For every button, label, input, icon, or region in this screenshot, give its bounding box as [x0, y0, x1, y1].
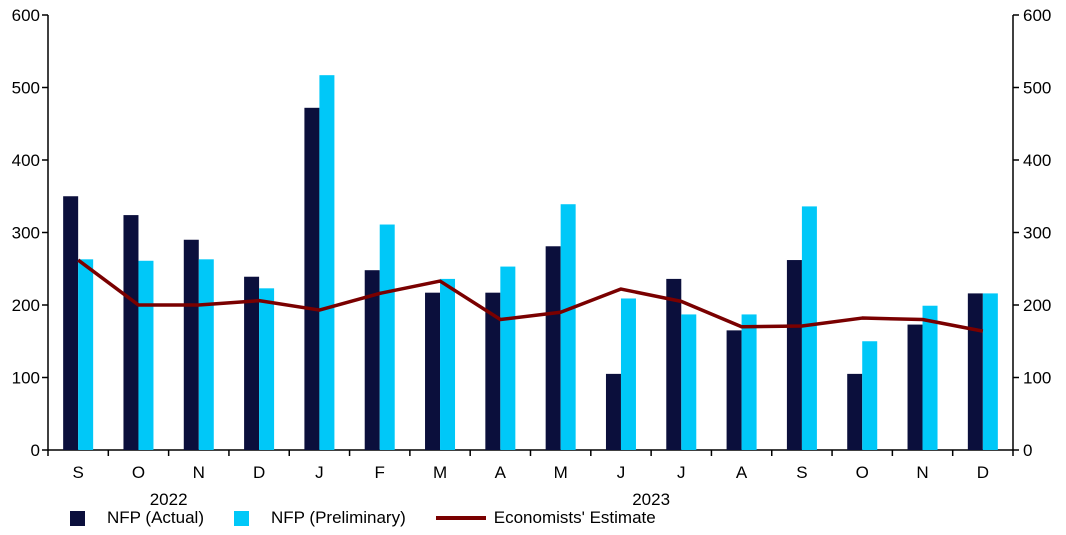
bar-actual	[244, 276, 260, 450]
bar-preliminary	[922, 305, 938, 450]
bar-actual	[786, 260, 802, 450]
y-tick-label-right: 600	[1023, 6, 1051, 25]
y-tick-label-left: 600	[12, 6, 40, 25]
y-tick-label-left: 200	[12, 296, 40, 315]
y-tick-label-right: 200	[1023, 296, 1051, 315]
bar-actual	[847, 373, 863, 450]
bar-preliminary	[319, 75, 335, 451]
bar-preliminary	[259, 288, 275, 450]
x-tick-label: J	[677, 463, 686, 482]
bar-actual	[63, 196, 79, 450]
bar-actual	[304, 107, 320, 451]
bar-actual	[425, 292, 441, 450]
legend: NFP (Actual) NFP (Preliminary) Economist…	[70, 508, 686, 528]
bar-preliminary	[741, 314, 757, 450]
x-tick-label: J	[315, 463, 324, 482]
bar-actual	[123, 215, 139, 450]
line-estimate	[77, 258, 984, 333]
bar-preliminary	[78, 259, 94, 450]
bar-preliminary	[138, 260, 154, 450]
chart-canvas: 0 0 100 100 200 200 300 300 400 400 500 500 600 600 S O…	[12, 6, 1052, 505]
x-tick-label: D	[977, 463, 989, 482]
x-tick-label: M	[554, 463, 568, 482]
x-tick-label: A	[736, 463, 748, 482]
legend-item-preliminary: NFP (Preliminary)	[234, 508, 406, 528]
bar-preliminary	[379, 224, 395, 450]
bar-preliminary	[801, 206, 817, 450]
legend-label-actual: NFP (Actual)	[107, 508, 204, 527]
x-tick-label: S	[796, 463, 807, 482]
bar-preliminary	[500, 266, 516, 450]
legend-swatch-estimate	[435, 516, 486, 520]
bar-preliminary	[681, 314, 697, 450]
labels: 0 0 100 100 200 200 300 300 400 400 500 500 600 600 S O…	[12, 6, 1052, 505]
x-tick-label: M	[433, 463, 447, 482]
bar-actual	[666, 278, 682, 450]
bar-preliminary	[862, 341, 878, 450]
y-tick-label-left: 300	[12, 224, 40, 243]
bar-preliminary	[560, 204, 576, 450]
bar-preliminary	[198, 259, 214, 450]
x-tick-label: D	[253, 463, 265, 482]
legend-label-preliminary: NFP (Preliminary)	[271, 508, 406, 527]
bar-actual	[907, 324, 923, 450]
y-tick-label-left: 400	[12, 151, 40, 170]
x-tick-label: F	[375, 463, 385, 482]
legend-item-estimate: Economists' Estimate	[435, 508, 656, 528]
x-tick-label: A	[495, 463, 507, 482]
bar-actual	[183, 239, 199, 450]
lines	[77, 258, 984, 333]
y-tick-label-left: 0	[31, 441, 40, 460]
x-tick-label: J	[617, 463, 626, 482]
bar-actual	[545, 246, 561, 450]
bar-actual	[485, 292, 501, 450]
bars	[63, 75, 998, 451]
bar-actual	[605, 373, 621, 450]
bar-actual	[726, 330, 742, 450]
bar-actual	[364, 270, 380, 450]
bar-actual	[967, 293, 983, 450]
bar-preliminary	[620, 298, 636, 450]
x-tick-label: O	[856, 463, 869, 482]
y-tick-label-right: 100	[1023, 369, 1051, 388]
y-tick-label-right: 400	[1023, 151, 1051, 170]
x-tick-label: S	[72, 463, 83, 482]
x-tick-label: N	[193, 463, 205, 482]
y-tick-label-right: 0	[1023, 441, 1032, 460]
bar-preliminary	[440, 278, 456, 450]
x-tick-label: N	[916, 463, 928, 482]
y-tick-label-right: 500	[1023, 79, 1051, 98]
y-tick-label-left: 500	[12, 79, 40, 98]
legend-swatch-actual	[70, 510, 85, 526]
legend-swatch-preliminary	[234, 510, 249, 526]
legend-label-estimate: Economists' Estimate	[493, 508, 656, 527]
y-tick-label-left: 100	[12, 369, 40, 388]
year-label: 2023	[632, 490, 670, 505]
x-tick-label: O	[132, 463, 145, 482]
y-tick-label-right: 300	[1023, 224, 1051, 243]
year-label: 2022	[150, 490, 188, 505]
bar-preliminary	[982, 293, 998, 450]
legend-item-actual: NFP (Actual)	[70, 508, 204, 528]
